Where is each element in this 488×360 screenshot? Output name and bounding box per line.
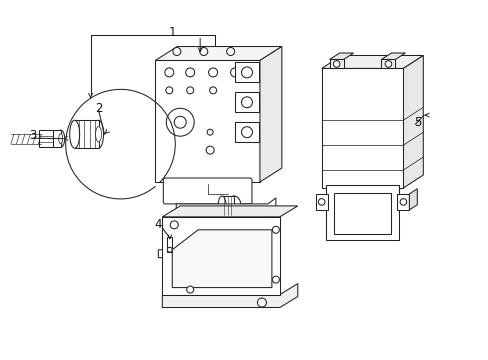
Polygon shape [321, 55, 423, 68]
Circle shape [241, 97, 252, 108]
Bar [75, 120, 99, 148]
Bar [329, 59, 343, 68]
Polygon shape [172, 230, 271, 288]
Circle shape [241, 127, 252, 138]
Polygon shape [329, 53, 353, 59]
Ellipse shape [57, 130, 64, 147]
Circle shape [226, 48, 234, 55]
Bar [333, 193, 390, 234]
Ellipse shape [226, 196, 241, 216]
Polygon shape [162, 284, 297, 307]
Circle shape [165, 87, 172, 94]
Circle shape [209, 87, 216, 94]
Bar [381, 59, 395, 68]
Bar [39, 130, 53, 147]
Circle shape [186, 87, 193, 94]
Circle shape [170, 221, 178, 229]
Circle shape [206, 146, 214, 154]
Circle shape [385, 61, 391, 67]
Polygon shape [158, 198, 275, 258]
Circle shape [207, 129, 213, 135]
FancyBboxPatch shape [163, 178, 251, 204]
Polygon shape [162, 217, 279, 294]
Circle shape [174, 116, 186, 128]
Circle shape [318, 199, 325, 205]
Circle shape [399, 199, 406, 205]
Bar [325, 185, 399, 240]
Circle shape [167, 247, 172, 252]
Bar [167, 237, 172, 252]
Ellipse shape [93, 120, 103, 148]
Ellipse shape [69, 120, 80, 148]
Bar [53, 130, 61, 147]
Polygon shape [162, 206, 297, 217]
Polygon shape [403, 55, 423, 188]
Polygon shape [315, 194, 327, 210]
Bar [165, 180, 249, 198]
Circle shape [333, 61, 339, 67]
Circle shape [186, 286, 193, 293]
Circle shape [257, 298, 266, 307]
Bar [235, 62, 259, 82]
Polygon shape [155, 46, 281, 60]
Circle shape [230, 68, 239, 77]
Ellipse shape [218, 196, 225, 216]
Circle shape [200, 48, 207, 55]
Polygon shape [397, 194, 408, 210]
Ellipse shape [59, 134, 62, 144]
Text: 3: 3 [29, 129, 37, 142]
Polygon shape [260, 46, 281, 182]
Polygon shape [321, 68, 403, 188]
Circle shape [173, 48, 181, 55]
Circle shape [166, 108, 194, 136]
Circle shape [272, 276, 279, 283]
Bar [235, 122, 259, 142]
Polygon shape [408, 189, 416, 210]
Polygon shape [155, 60, 260, 182]
Circle shape [241, 67, 252, 78]
Circle shape [164, 68, 173, 77]
Ellipse shape [95, 126, 102, 142]
Circle shape [185, 68, 194, 77]
Text: 4: 4 [154, 218, 162, 231]
Bar [235, 92, 259, 112]
Text: 2: 2 [95, 102, 102, 115]
Circle shape [208, 68, 217, 77]
Polygon shape [381, 53, 405, 59]
Bar [222, 196, 234, 216]
Text: 1: 1 [168, 26, 176, 39]
Circle shape [272, 226, 279, 233]
Text: 5: 5 [413, 116, 420, 129]
